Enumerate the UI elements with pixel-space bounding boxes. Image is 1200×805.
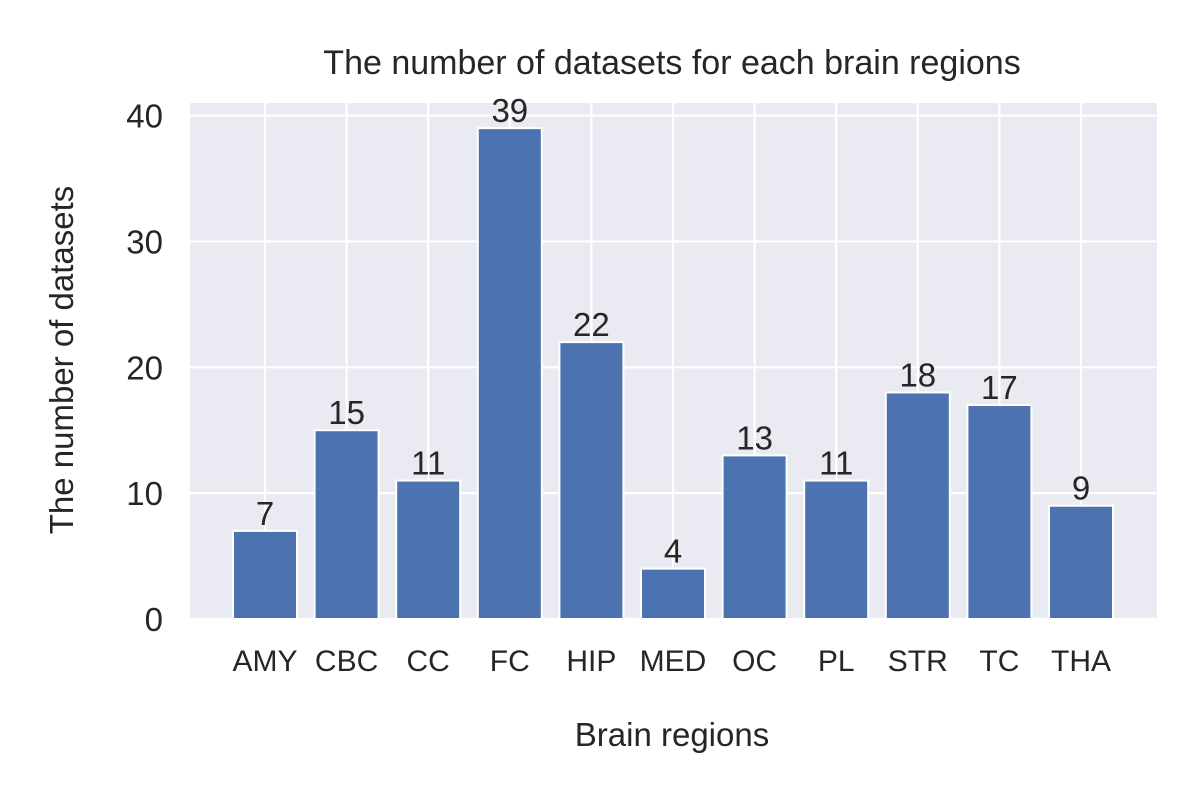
- data-label: 15: [328, 394, 365, 431]
- x-tick-label: STR: [888, 645, 948, 678]
- data-label: 39: [491, 92, 528, 129]
- y-tick-label: 10: [126, 475, 163, 512]
- y-tick-label: 20: [126, 349, 163, 386]
- data-label: 13: [736, 419, 773, 456]
- bar-med: [640, 567, 706, 620]
- bar-pl: [803, 479, 870, 620]
- bar-cbc: [313, 429, 380, 620]
- x-tick-label: MED: [640, 645, 707, 678]
- x-tick-label: OC: [732, 645, 777, 678]
- bar-str: [884, 391, 951, 620]
- bar-hip: [558, 341, 625, 620]
- x-tick-label: THA: [1051, 645, 1111, 678]
- bar-tha: [1048, 504, 1114, 621]
- chart-title: The number of datasets for each brain re…: [323, 44, 1020, 82]
- x-tick-label: CBC: [315, 645, 378, 678]
- data-label: 9: [1072, 470, 1090, 507]
- y-tick-label: 0: [145, 601, 163, 638]
- data-label: 18: [899, 356, 936, 393]
- x-tick-label: PL: [818, 645, 855, 678]
- x-tick-label: FC: [490, 645, 530, 678]
- x-tick-label: HIP: [566, 645, 616, 678]
- x-axis-title: Brain regions: [575, 716, 769, 753]
- bar-cc: [395, 479, 462, 620]
- data-label: 7: [256, 495, 274, 532]
- data-label: 11: [411, 445, 445, 482]
- data-label: 11: [819, 445, 853, 482]
- x-tick-label: TC: [979, 645, 1019, 678]
- x-tick-label: CC: [407, 645, 450, 678]
- data-label: 4: [664, 533, 682, 570]
- bars: [232, 127, 1114, 621]
- bar-tc: [966, 404, 1033, 620]
- bar-fc: [476, 127, 543, 620]
- bar-amy: [232, 529, 298, 621]
- x-tick-labels: AMY CBC CC FC HIP MED OC PL STR TC THA: [232, 645, 1111, 678]
- y-axis-title: The number of datasets: [43, 186, 80, 535]
- data-label: 17: [981, 369, 1018, 406]
- data-labels: 7 15 11 39 22 4 13 11 18 17 9: [256, 92, 1090, 569]
- data-label: 22: [573, 306, 610, 343]
- y-tick-label: 40: [126, 98, 163, 135]
- x-tick-label: AMY: [232, 645, 297, 678]
- y-tick-labels: 0 10 20 30 40: [126, 98, 163, 638]
- bar-oc: [721, 454, 788, 621]
- y-tick-label: 30: [126, 223, 163, 260]
